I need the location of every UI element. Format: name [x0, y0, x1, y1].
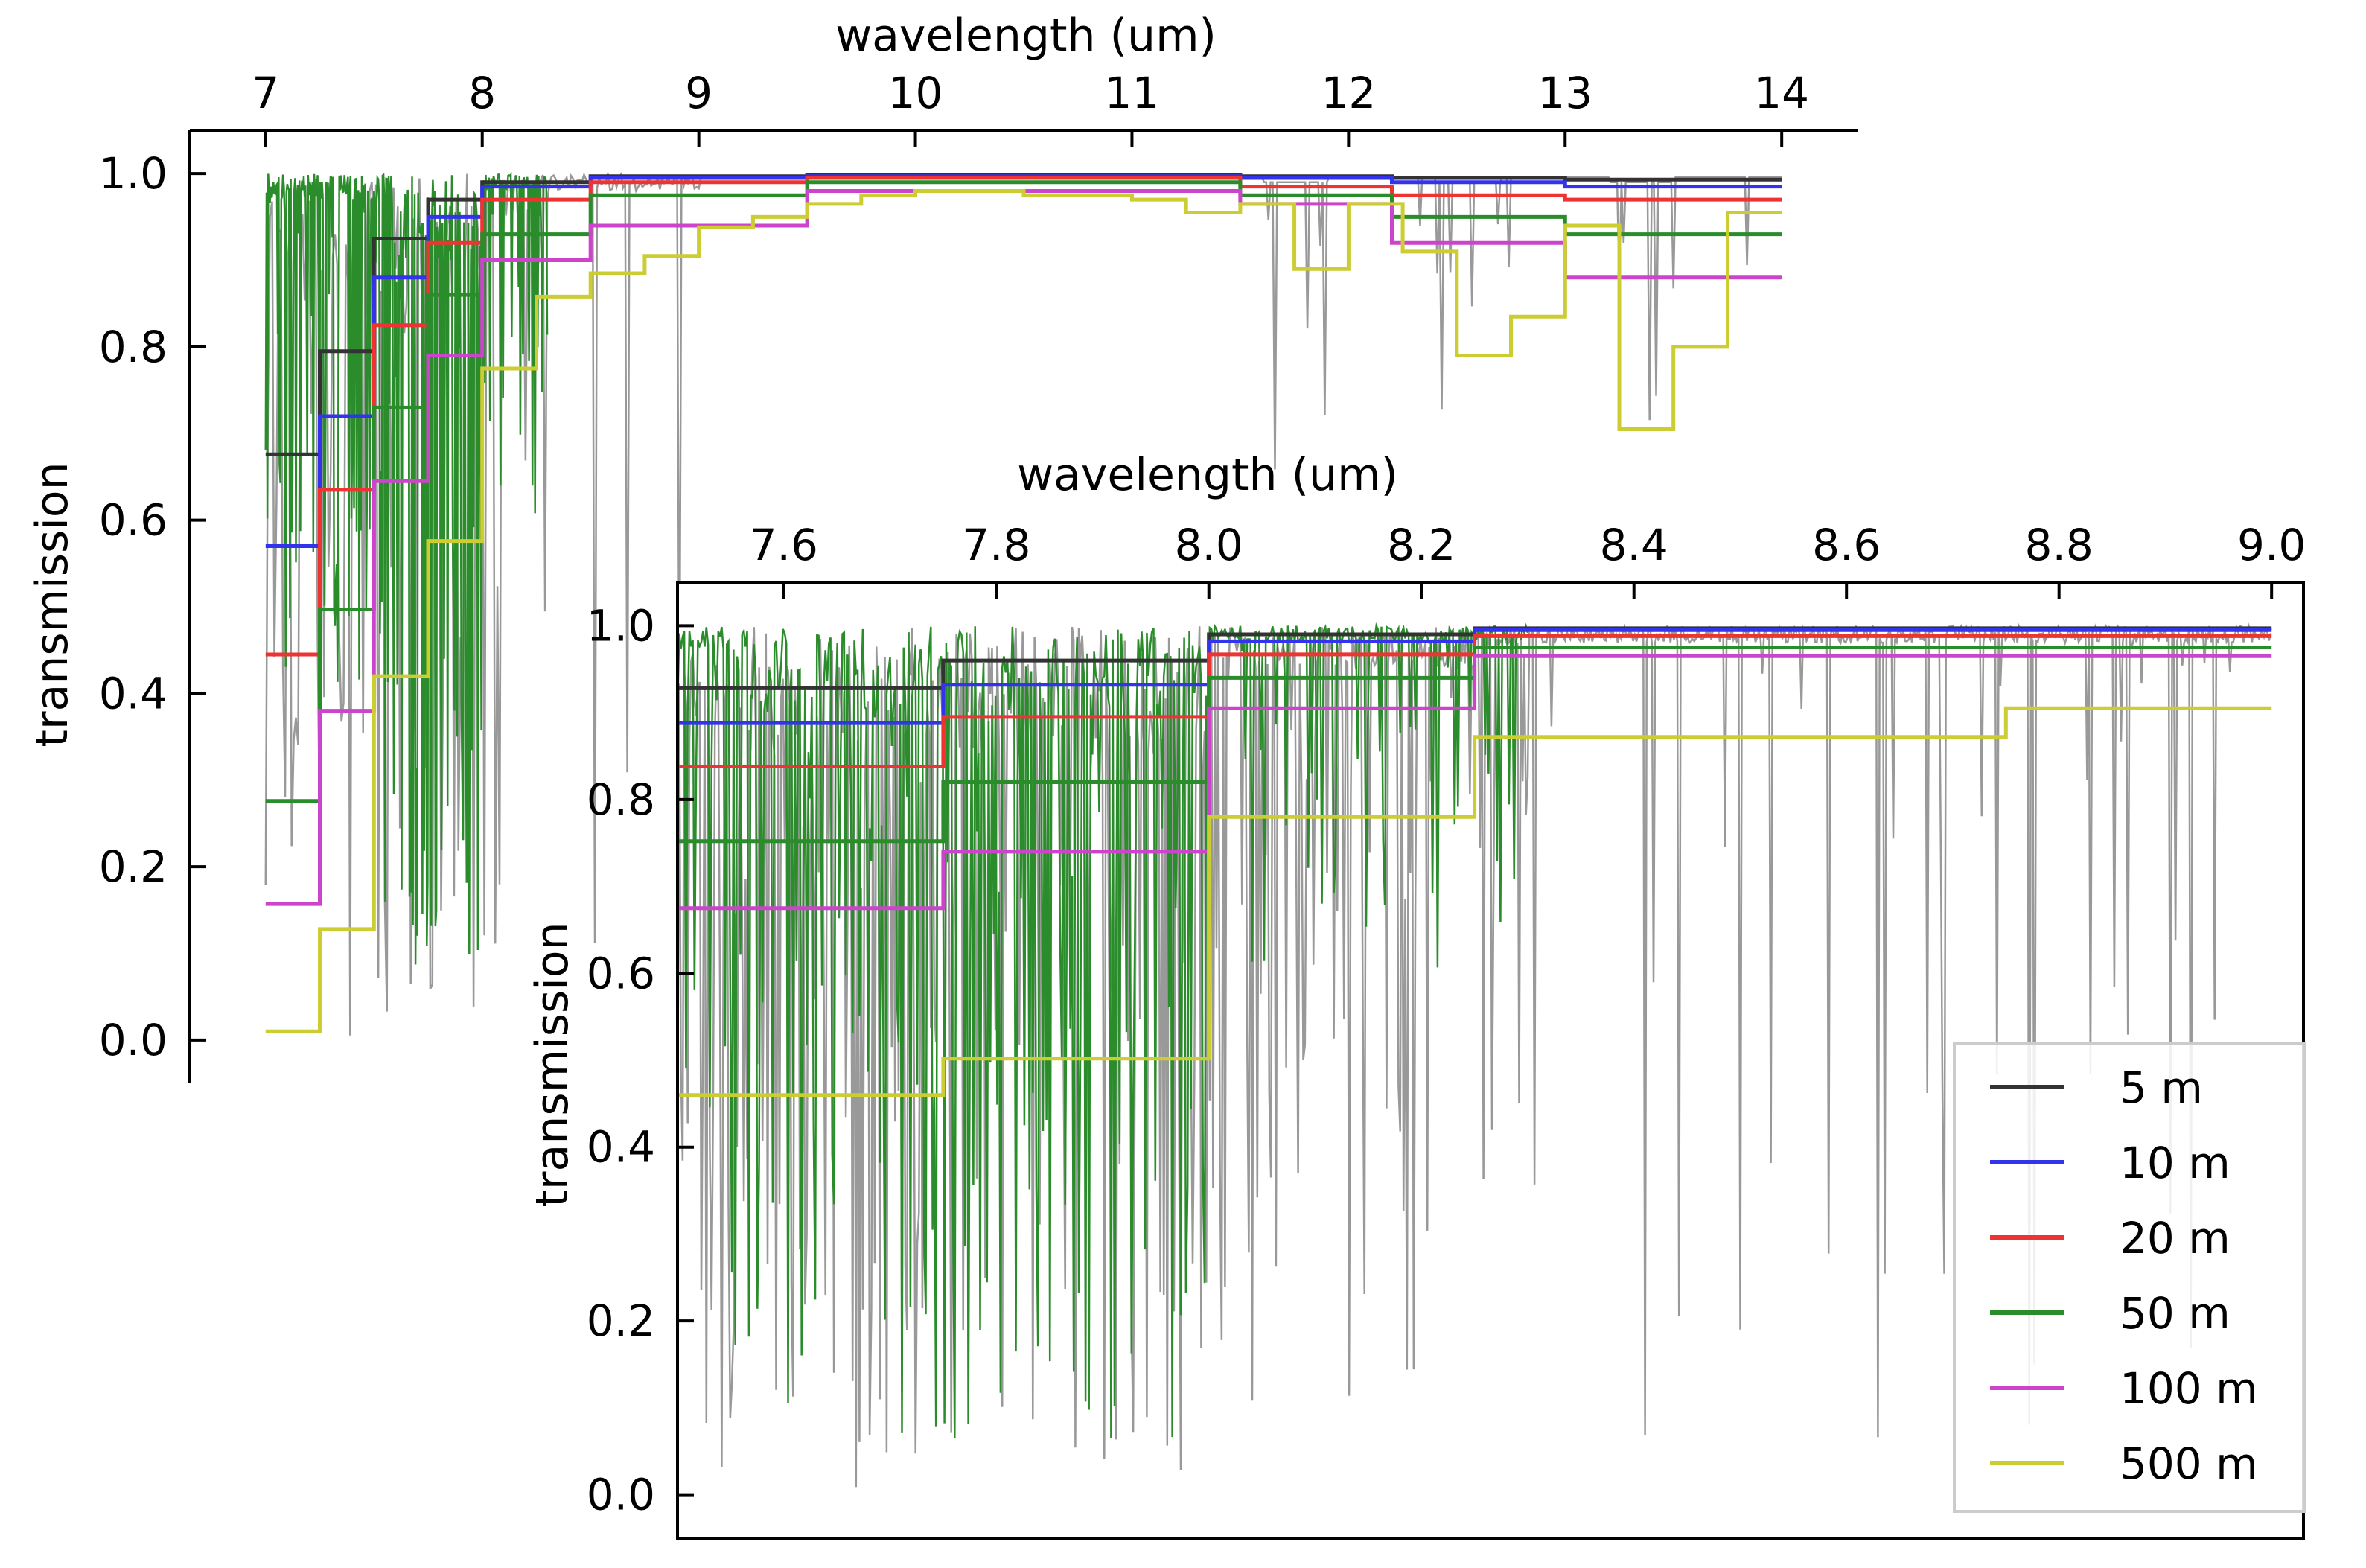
y-tick-label: 0.6	[587, 948, 655, 998]
x-tick-label: 12	[1321, 68, 1376, 118]
x-tick-label: 9	[685, 68, 712, 118]
inset-chart-panel: 7.6 7.8 8.0 8.2 8.4 8.6 8.8 9.0 0.0 0.2 0.4 0.6 0.8 1…	[526, 449, 2306, 1540]
y-tick-label: 1.0	[99, 148, 168, 199]
y-tick-label: 0.0	[587, 1470, 655, 1520]
series-line-500-m	[677, 706, 2272, 1097]
inset-series-group	[677, 626, 2272, 1097]
x-tick-label: 8.4	[1600, 520, 1668, 570]
x-tick-label: 13	[1537, 68, 1592, 118]
x-tick-label: 14	[1754, 68, 1809, 118]
x-tick-label: 8.8	[2025, 520, 2094, 570]
y-tick-label: 0.4	[99, 668, 168, 718]
x-tick-label: 7	[252, 68, 279, 118]
green-spectrum-trace	[264, 171, 549, 965]
legend-label: 20 m	[2120, 1213, 2231, 1263]
legend-label: 500 m	[2120, 1438, 2258, 1489]
legend-label: 10 m	[2120, 1138, 2231, 1188]
x-tick-label: 8.2	[1387, 520, 1455, 570]
y-tick-label: 0.8	[99, 322, 168, 372]
x-tick-label: 8.0	[1175, 520, 1243, 570]
series-line-500-m	[265, 189, 1782, 1033]
y-tick-label: 1.0	[587, 600, 655, 651]
y-tick-label: 0.8	[587, 774, 655, 825]
inset-x-axis-label: wavelength (um)	[1017, 449, 1398, 501]
x-tick-label: 11	[1105, 68, 1160, 118]
y-tick-label: 0.2	[99, 841, 168, 892]
inset-y-axis-label: transmission	[526, 922, 578, 1207]
main-y-axis-label: transmission	[26, 462, 78, 747]
y-tick-label: 0.4	[587, 1122, 655, 1173]
main-series-group	[265, 173, 1782, 1033]
x-tick-label: 7.8	[962, 520, 1030, 570]
legend-label: 50 m	[2120, 1288, 2231, 1339]
x-tick-label: 8.6	[1812, 520, 1881, 570]
main-x-axis-label: wavelength (um)	[835, 10, 1217, 62]
series-line-100-m	[677, 654, 2272, 911]
x-tick-label: 8	[468, 68, 496, 118]
legend: 5 m 10 m 20 m 50 m 100 m 500 m	[1953, 1042, 2306, 1513]
series-line-100-m	[265, 189, 1782, 906]
x-tick-label: 7.6	[750, 520, 818, 570]
y-tick-label: 0.0	[99, 1015, 168, 1065]
main-axes: 7 8 9 10 11 12 13 14 0.0 0.2 0.4 0.6 0.8 1.0	[99, 68, 1858, 1083]
main-chart-panel: 7 8 9 10 11 12 13 14 0.0 0.2 0.4 0.6 0.8 1.0 waveleng…	[26, 10, 1858, 1083]
x-tick-label: 9.0	[2237, 520, 2306, 570]
legend-box	[1953, 1042, 2306, 1513]
y-tick-label: 0.6	[99, 495, 168, 546]
legend-label: 100 m	[2120, 1363, 2258, 1414]
legend-label: 5 m	[2120, 1062, 2203, 1113]
green-spectrum-trace	[677, 622, 1529, 1439]
y-tick-label: 0.2	[587, 1295, 655, 1346]
x-tick-label: 10	[888, 68, 943, 118]
